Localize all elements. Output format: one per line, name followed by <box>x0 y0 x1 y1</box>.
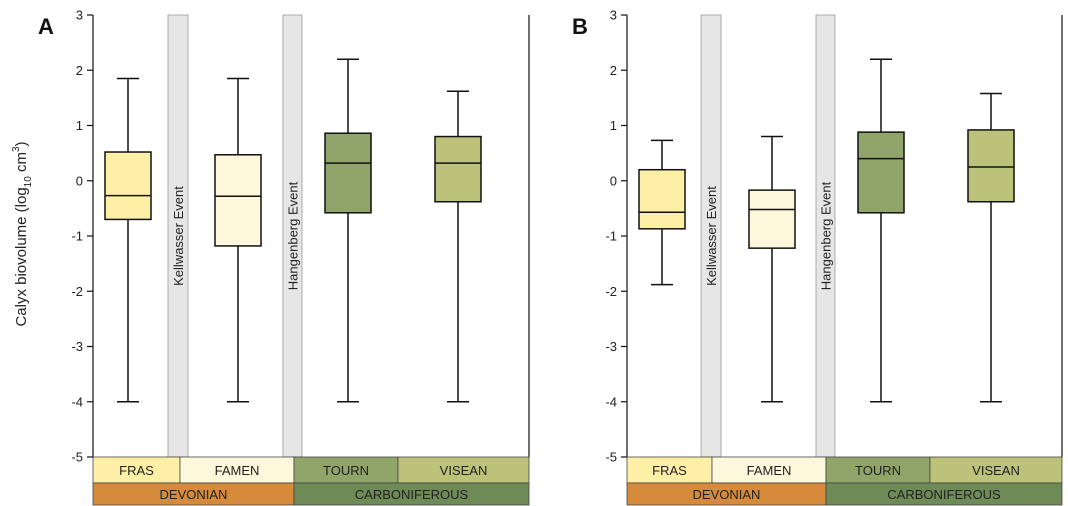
box-fras <box>104 77 152 403</box>
event-label: Hangenberg Event <box>286 181 301 290</box>
stage-label: VISEAN <box>440 463 488 478</box>
y-tick-label: 3 <box>610 8 617 23</box>
stage-cell <box>929 456 1063 484</box>
event-label: Hangenberg Event <box>819 181 834 290</box>
y-tick-label: 0 <box>76 173 83 188</box>
iqr-box <box>638 168 686 230</box>
y-tick-label: 2 <box>76 63 83 78</box>
y-tick-label: -5 <box>71 450 83 465</box>
y-tick-label: 1 <box>76 118 83 133</box>
event-label: Kellwasser Event <box>704 186 719 286</box>
stage-label: VISEAN <box>972 463 1020 478</box>
iqr-box <box>967 129 1015 203</box>
iqr-box <box>434 135 482 203</box>
stage-label: TOURN <box>855 463 901 478</box>
iqr-box <box>214 154 262 247</box>
y-tick-label: -2 <box>71 284 83 299</box>
stage-cell <box>711 456 827 484</box>
period-label: DEVONIAN <box>693 487 761 502</box>
y-tick-label: -1 <box>71 229 83 244</box>
event-label: Kellwasser Event <box>171 186 186 286</box>
panel-letter: B <box>572 14 588 39</box>
y-tick-label: 2 <box>610 63 617 78</box>
y-tick-label: -4 <box>71 394 83 409</box>
box-fras <box>638 139 686 286</box>
y-tick-label: 1 <box>610 118 617 133</box>
period-label: CARBONIFEROUS <box>355 487 469 502</box>
iqr-box <box>104 151 152 221</box>
stage-label: FRAS <box>119 463 154 478</box>
box-famen <box>214 77 262 403</box>
stage-cell <box>293 456 399 484</box>
period-label: DEVONIAN <box>160 487 228 502</box>
y-tick-label: -4 <box>605 394 617 409</box>
y-tick-label: 3 <box>76 8 83 23</box>
stage-label: TOURN <box>323 463 369 478</box>
iqr-box <box>857 131 905 214</box>
panel-letter: A <box>38 14 54 39</box>
iqr-box <box>748 189 796 249</box>
box-visean <box>967 92 1015 403</box>
box-tourn <box>857 58 905 403</box>
y-tick-label: -3 <box>605 339 617 354</box>
box-tourn <box>324 58 372 403</box>
period-cell <box>825 482 1063 506</box>
y-tick-label: 0 <box>610 173 617 188</box>
stage-label: FRAS <box>652 463 687 478</box>
stage-cell <box>92 456 181 484</box>
y-tick-label: -3 <box>71 339 83 354</box>
svg-text:Calyx biovolume (log10 cm3): Calyx biovolume (log10 cm3) <box>11 141 34 326</box>
iqr-box <box>324 132 372 214</box>
y-tick-label: -2 <box>605 284 617 299</box>
panel-a: A Kellwasser Event Hangenberg Event 3 2 1 0 -1 -… <box>38 8 530 506</box>
stage-label: FAMEN <box>747 463 792 478</box>
period-cell <box>293 482 530 506</box>
stage-cell <box>397 456 530 484</box>
y-tick-label: -5 <box>605 450 617 465</box>
stage-cell <box>626 456 713 484</box>
y-axis-label: Calyx biovolume (log10 cm3) <box>11 141 34 326</box>
box-famen <box>748 135 796 403</box>
period-label: CARBONIFEROUS <box>887 487 1001 502</box>
box-visean <box>434 90 482 403</box>
stage-label: FAMEN <box>215 463 260 478</box>
panel-b: B Kellwasser Event Hangenberg Event 3 2 1 0 -1 -… <box>572 8 1063 506</box>
y-tick-label: -1 <box>605 229 617 244</box>
